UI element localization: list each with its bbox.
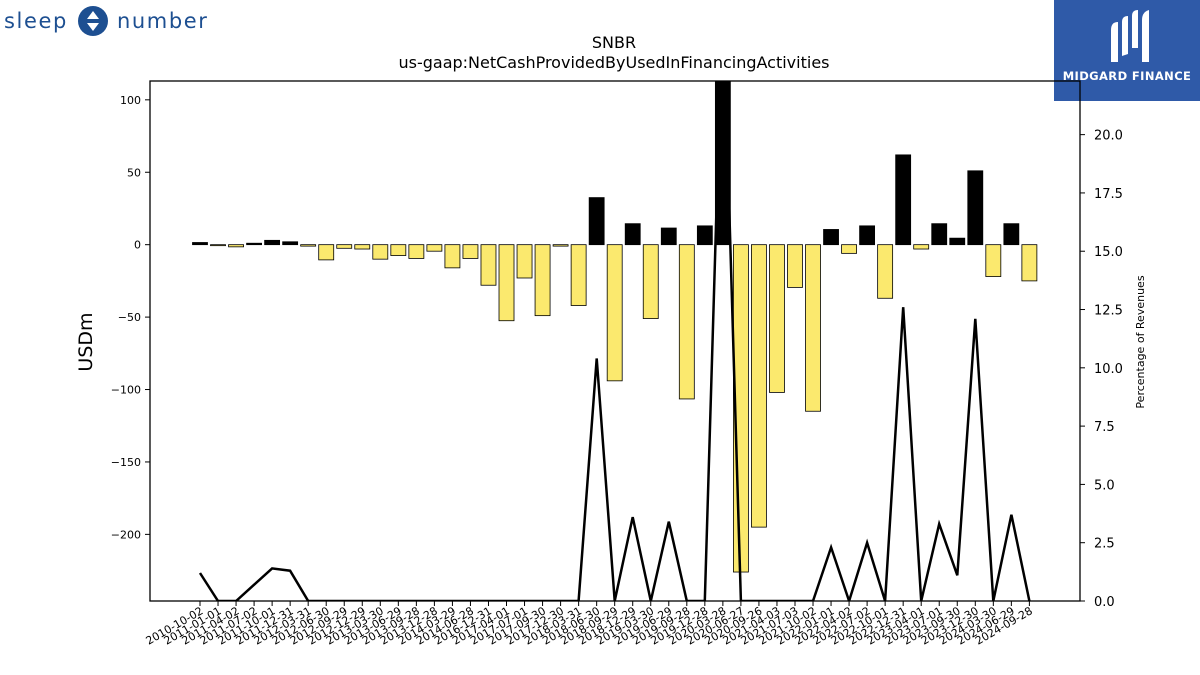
bar-2019-12-28 [696,225,713,246]
bar-2023-07-01 [931,223,948,246]
y2-tick-label: 0.0 [1094,595,1115,610]
bar-2014-06-28 [462,244,479,259]
bar-2019-03-30 [642,244,659,319]
y-tick-label: −50 [118,311,141,324]
bar-2022-12-31 [895,154,912,246]
bar-2022-10-01 [877,244,894,299]
axes: 100 50 0 −50 −100 −150 −200 0.0 2.5 5.0 7.5 10.0 12.… [111,80,1123,648]
bar-2024-03-30 [985,244,1002,277]
bar-2011-12-31 [282,241,299,246]
sleep-number-mark-icon [77,6,108,36]
bar-2010-10-02 [192,242,208,246]
bar-2023-04-01 [913,244,930,250]
bar-2011-07-02 [246,242,262,246]
bar-2013-12-28 [426,244,443,252]
percentage-line-series [198,81,1031,601]
y2-tick-label: 12.5 [1094,304,1123,319]
bar-2022-07-02 [859,225,876,246]
y-tick-label: 0 [134,239,141,252]
y-tick-label: −100 [111,384,141,397]
bar-2024-06-29 [1003,223,1020,246]
y-axis-label: USDm [75,312,97,371]
y-tick-label: 50 [127,166,141,179]
bar-2020-09-26 [751,244,767,528]
bar-2012-12-29 [354,244,371,250]
midgard-finance-logo: MIDGARD FINANCE [1054,0,1200,101]
percentage-line [198,81,1031,601]
y2-axis-label: Percentage of Revenues [1134,275,1147,408]
bar-2016-12-31 [480,244,497,286]
y2-tick-label: 20.0 [1094,129,1123,144]
bar-2017-09-30 [534,244,551,317]
bar-2021-07-03 [787,244,803,288]
y-tick-label: 100 [120,94,141,107]
y2-tick-label: 2.5 [1094,537,1115,552]
y-tick-label: −200 [111,528,141,541]
y2-tick-label: 10.0 [1094,362,1123,377]
bar-2021-10-02 [805,244,821,412]
bar-2018-09-29 [606,244,623,382]
bar-2013-09-28 [408,244,425,259]
bar-2011-10-01 [264,239,281,246]
bar-2023-12-30 [967,170,984,246]
midgard-mark-icon [1111,10,1149,62]
bar-2022-01-01 [823,229,839,246]
sleep-number-logo: sleep number [4,4,209,38]
bar-2011-04-02 [228,244,244,248]
bar-2022-04-02 [841,244,857,254]
bar-2013-06-29 [390,244,407,256]
bar-2021-04-03 [769,244,785,393]
bar-2017-07-01 [516,244,533,279]
chart-title: SNBR [592,33,636,52]
y2-tick-label: 5.0 [1094,478,1115,493]
y2-tick-label: 7.5 [1094,420,1115,435]
bar-2012-03-31 [300,244,317,247]
y2-tick-label: 15.0 [1094,245,1123,260]
bar-2018-06-30 [588,197,605,246]
y-tick-label: −150 [111,456,141,469]
bar-2017-12-30 [552,244,569,247]
bar-2011-01-01 [210,244,226,247]
midgard-brand-text: MIDGARD FINANCE [1062,69,1192,83]
logo-word-sleep: sleep [4,9,68,33]
logo-word-number: number [116,9,209,33]
bar-2018-03-31 [570,244,587,306]
chart-subtitle: us-gaap:NetCashProvidedByUsedInFinancing… [398,53,829,72]
bar-2017-04-01 [498,244,515,322]
bar-2012-09-29 [336,244,353,249]
bar-2019-09-28 [678,244,695,400]
bar-2023-09-30 [949,237,966,246]
bar-2012-06-30 [318,244,335,261]
bar-2024-09-28 [1021,244,1038,282]
bar-2019-06-29 [660,227,677,246]
bar-series [192,81,1038,573]
bar-2013-03-30 [372,244,389,260]
bar-2014-03-29 [444,244,461,269]
bar-2018-12-29 [624,223,641,246]
y2-tick-label: 17.5 [1094,187,1123,202]
